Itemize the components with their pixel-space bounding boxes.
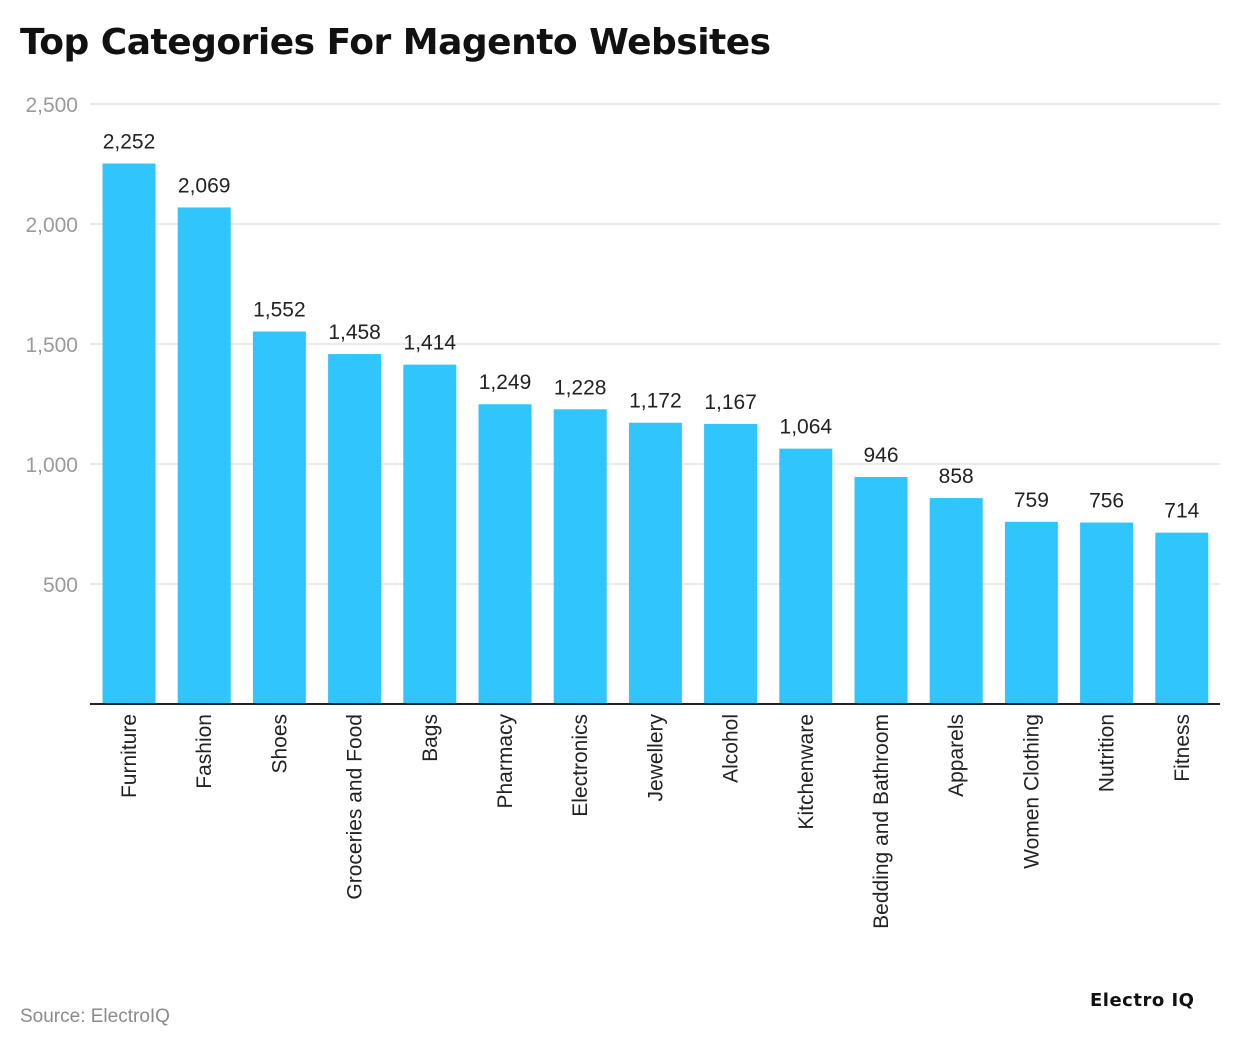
bar bbox=[628, 422, 682, 704]
y-tick-label: 2,500 bbox=[25, 94, 78, 117]
bar bbox=[779, 448, 833, 704]
category-label: Jewellery bbox=[644, 714, 667, 802]
data-label: 1,458 bbox=[328, 321, 381, 344]
category-label: Furniture bbox=[118, 714, 141, 798]
category-label: Fitness bbox=[1171, 714, 1194, 782]
category-label: Women Clothing bbox=[1020, 714, 1043, 869]
source-note: Source: ElectroIQ bbox=[20, 1006, 170, 1027]
y-tick-label: 500 bbox=[43, 574, 78, 597]
bar bbox=[102, 163, 156, 704]
y-tick-label: 2,000 bbox=[25, 214, 78, 237]
category-label: Pharmacy bbox=[494, 714, 517, 809]
bar bbox=[929, 498, 983, 704]
data-label: 946 bbox=[863, 444, 898, 467]
bar bbox=[328, 354, 382, 704]
bar bbox=[177, 207, 231, 704]
data-labels: 2,252 2,069 1,552 1,458 1,414 1,249 1,228 1,172… bbox=[103, 131, 1200, 523]
bar bbox=[478, 404, 532, 704]
data-label: 756 bbox=[1089, 490, 1124, 513]
bar bbox=[553, 409, 607, 704]
data-label: 2,252 bbox=[103, 131, 156, 154]
category-label: Fashion bbox=[193, 714, 216, 789]
bar bbox=[1004, 521, 1058, 704]
data-label: 759 bbox=[1014, 489, 1049, 512]
chart-title: Top Categories For Magento Websites bbox=[20, 22, 771, 63]
data-label: 2,069 bbox=[178, 174, 231, 197]
x-axis-categories: Furniture Fashion Shoes Groceries and Food B… bbox=[118, 714, 1194, 929]
y-axis-ticks: 500 1,000 1,500 2,000 2,500 bbox=[25, 94, 78, 597]
bars bbox=[102, 163, 1209, 704]
y-tick-label: 1,000 bbox=[25, 454, 78, 477]
category-label: Bags bbox=[419, 714, 442, 762]
bar bbox=[704, 423, 758, 704]
data-label: 1,414 bbox=[404, 332, 457, 355]
brand-logo: Electro IQ bbox=[1090, 990, 1195, 1011]
data-label: 1,228 bbox=[554, 376, 607, 399]
y-tick-label: 1,500 bbox=[25, 334, 78, 357]
category-label: Groceries and Food bbox=[344, 714, 367, 900]
data-label: 858 bbox=[939, 465, 974, 488]
bar bbox=[403, 364, 457, 704]
bar bbox=[1155, 532, 1209, 704]
category-label: Bedding and Bathroom bbox=[870, 714, 893, 929]
category-label: Nutrition bbox=[1096, 714, 1119, 792]
data-label: 1,552 bbox=[253, 299, 306, 322]
category-label: Kitchenware bbox=[795, 714, 818, 830]
bar bbox=[252, 331, 306, 704]
category-label: Apparels bbox=[945, 714, 968, 797]
category-label: Electronics bbox=[569, 714, 592, 817]
data-label: 1,172 bbox=[629, 390, 682, 413]
data-label: 1,064 bbox=[780, 416, 833, 439]
data-label: 1,167 bbox=[704, 391, 757, 414]
bar bbox=[1080, 522, 1134, 704]
category-label: Shoes bbox=[268, 714, 291, 774]
bar bbox=[854, 476, 908, 704]
category-label: Alcohol bbox=[720, 714, 743, 783]
data-label: 1,249 bbox=[479, 371, 532, 394]
data-label: 714 bbox=[1164, 500, 1199, 523]
